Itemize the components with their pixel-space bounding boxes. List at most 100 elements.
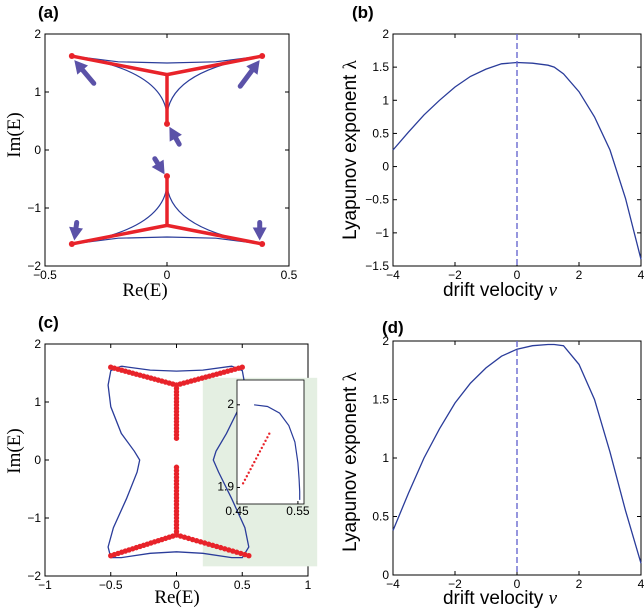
x-tick-label-d: −2 <box>448 577 462 591</box>
red-endpoint-a <box>68 240 75 247</box>
xlabel-d: drift velocity v <box>443 588 558 609</box>
y-tick-label-a: 0 <box>34 143 41 157</box>
arrow-a-head <box>169 126 182 142</box>
y-tick-label-a: −2 <box>27 259 41 273</box>
y-tick-label-a: 1 <box>34 85 41 99</box>
arrow-a-head <box>246 60 260 75</box>
y-tick-label-b: 0.5 <box>372 126 389 140</box>
red-dot-c <box>108 553 114 559</box>
red-endpoint-a <box>164 173 170 180</box>
outer-curve-a <box>71 236 263 245</box>
arrow-a-shaft <box>237 68 255 89</box>
x-tick-label-a: 0 <box>164 268 171 282</box>
red-arm-a <box>166 54 263 77</box>
y-tick-label-b: −1.5 <box>365 259 389 273</box>
y-tick-label-a: −1 <box>27 201 41 215</box>
y-tick-label-b: 1.5 <box>372 60 389 74</box>
xlabel-var-b: v <box>549 280 558 301</box>
y-tick-label-b: 1 <box>382 93 389 107</box>
x-tick-label-a: 0.5 <box>281 268 298 282</box>
inset-red-dot <box>258 450 262 453</box>
y-tick-label-b: 0 <box>382 160 389 174</box>
inset-y-tick-label: 2 <box>227 397 234 411</box>
ylabel-b: Lyapunov exponent λ <box>340 59 361 239</box>
series-line-b <box>392 61 642 260</box>
outer-curve-a <box>71 55 263 64</box>
ylabel-c: Im(E) <box>4 428 25 473</box>
x-tick-label-b: 4 <box>638 268 644 282</box>
x-tick-label-b: −2 <box>448 268 462 282</box>
inset-red-dot <box>268 432 271 435</box>
x-tick-label-d: 0 <box>514 577 521 591</box>
x-tick-label-c: 0.5 <box>234 578 251 592</box>
x-tick-label-b: 0 <box>514 268 521 282</box>
panel-a: (a) −0.5 0 0.5 −2 −1 0 1 2 Re(E) Im(E) <box>4 3 298 301</box>
arrow-a-shaft <box>73 220 80 231</box>
y-tick-label-c: −1 <box>27 511 41 525</box>
inset-red-dot <box>245 475 249 478</box>
ylabel-d: Lyapunov exponent λ <box>340 371 361 551</box>
red-dot-c <box>173 435 180 441</box>
panel-label-a: (a) <box>38 3 59 22</box>
y-tick-label-d: 0.5 <box>372 510 389 524</box>
arrow-a-shaft <box>80 67 97 86</box>
y-tick-label-b: −1 <box>375 226 389 240</box>
y-tick-label-b: −0.5 <box>365 193 389 207</box>
panel-label-b: (b) <box>352 3 374 22</box>
red-arm-a <box>166 223 263 246</box>
arrow-a-head <box>252 227 267 241</box>
axes-frame-b <box>392 33 642 267</box>
inset-red-dot <box>253 460 256 464</box>
red-arm-a <box>71 223 168 246</box>
x-tick-label-c: 0 <box>173 578 180 592</box>
inset-red-dot <box>256 453 260 457</box>
inset-red-dot <box>266 436 269 439</box>
x-tick-label-b: 2 <box>576 268 583 282</box>
x-tick-label-c: −0.5 <box>99 578 123 592</box>
arrow-a-shaft <box>152 156 161 166</box>
panel-label-c: (c) <box>38 313 59 332</box>
y-tick-label-c: 2 <box>34 337 41 351</box>
y-tick-label-d: 1 <box>382 451 389 465</box>
y-tick-label-c: −2 <box>27 569 41 583</box>
ylabel-var-b: λ <box>340 59 361 69</box>
panel-d: (d) −4 −2 0 2 4 0 0.5 1 1.5 2 drift velocity v Ly… <box>340 318 644 609</box>
red-dot-c <box>246 553 252 559</box>
x-tick-label-b: −4 <box>386 268 400 282</box>
x-tick-label-c: 1 <box>305 578 312 592</box>
y-tick-label-c: 0 <box>34 453 41 467</box>
inset-curve <box>254 404 301 500</box>
x-tick-label-a: −0.5 <box>33 268 57 282</box>
inset-red-dot <box>247 471 250 474</box>
arrow-a-head <box>74 60 88 75</box>
x-tick-label-d: −4 <box>386 577 400 591</box>
xlabel-var-d: v <box>549 588 558 609</box>
arrow-a-shaft <box>173 135 182 147</box>
red-dot-c <box>239 364 245 370</box>
ylabel-var-d: λ <box>340 371 361 381</box>
red-endpoint-a <box>164 120 170 127</box>
inset-x-tick-label: 0.55 <box>286 504 310 518</box>
xlabel-c: Re(E) <box>154 587 199 608</box>
inset-red-dot <box>260 446 263 450</box>
y-tick-label-d: 0 <box>382 568 389 582</box>
x-tick-label-c: −1 <box>38 578 52 592</box>
plot-b: −4 −2 0 2 4 −1.5 −1 −0.5 0 0.5 1 1.5 2 <box>365 27 644 282</box>
plot-d: −4 −2 0 2 4 0 0.5 1 1.5 2 <box>372 334 644 591</box>
y-tick-label-d: 1.5 <box>372 393 389 407</box>
series-line-d <box>392 343 642 564</box>
red-endpoint-a <box>259 53 266 60</box>
inset-red-dot <box>249 467 252 471</box>
inset-red-dot <box>251 464 254 467</box>
inset-x-tick-label: 0.45 <box>225 504 249 518</box>
red-endpoint-a <box>259 240 266 247</box>
plot-a: −0.5 0 0.5 −2 −1 0 1 2 <box>27 27 297 282</box>
inset-red-dot <box>241 482 245 485</box>
inset-red-dot <box>264 439 267 443</box>
red-endpoint-a <box>68 53 75 60</box>
red-arm-a <box>71 54 168 77</box>
red-dot-c <box>108 364 114 370</box>
